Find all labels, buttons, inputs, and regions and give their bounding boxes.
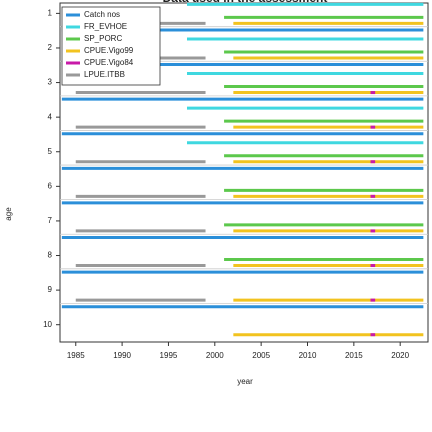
legend-box [61,6,161,86]
legend-label: Catch nos [84,10,120,19]
x-tick-label: 2020 [391,351,409,360]
y-tick-label: 2 [48,43,53,52]
x-tick-label: 2000 [206,351,224,360]
x-axis-label: year [237,377,253,386]
y-tick-label: 8 [48,251,53,260]
legend-label: CPUE.Vigo84 [84,58,134,67]
x-tick-label: 2005 [252,351,270,360]
y-tick-label: 4 [48,112,53,121]
y-axis-label: age [4,207,13,221]
y-tick-label: 10 [43,320,52,329]
legend-label: FR_EVHOE [84,22,127,31]
x-tick-label: 1990 [113,351,131,360]
y-tick-label: 1 [48,8,53,17]
y-tick-label: 3 [48,78,53,87]
y-tick-label: 9 [48,285,53,294]
legend-label: LPUE.ITBB [84,70,125,79]
y-tick-label: 6 [48,181,53,190]
y-tick-label: 7 [48,216,53,225]
x-tick-label: 2015 [345,351,363,360]
y-tick-label: 5 [48,147,53,156]
x-tick-label: 1995 [160,351,178,360]
x-tick-label: 1985 [67,351,85,360]
x-tick-label: 2010 [299,351,317,360]
legend-label: SP_PORC [84,34,122,43]
legend-label: CPUE.Vigo99 [84,46,134,55]
